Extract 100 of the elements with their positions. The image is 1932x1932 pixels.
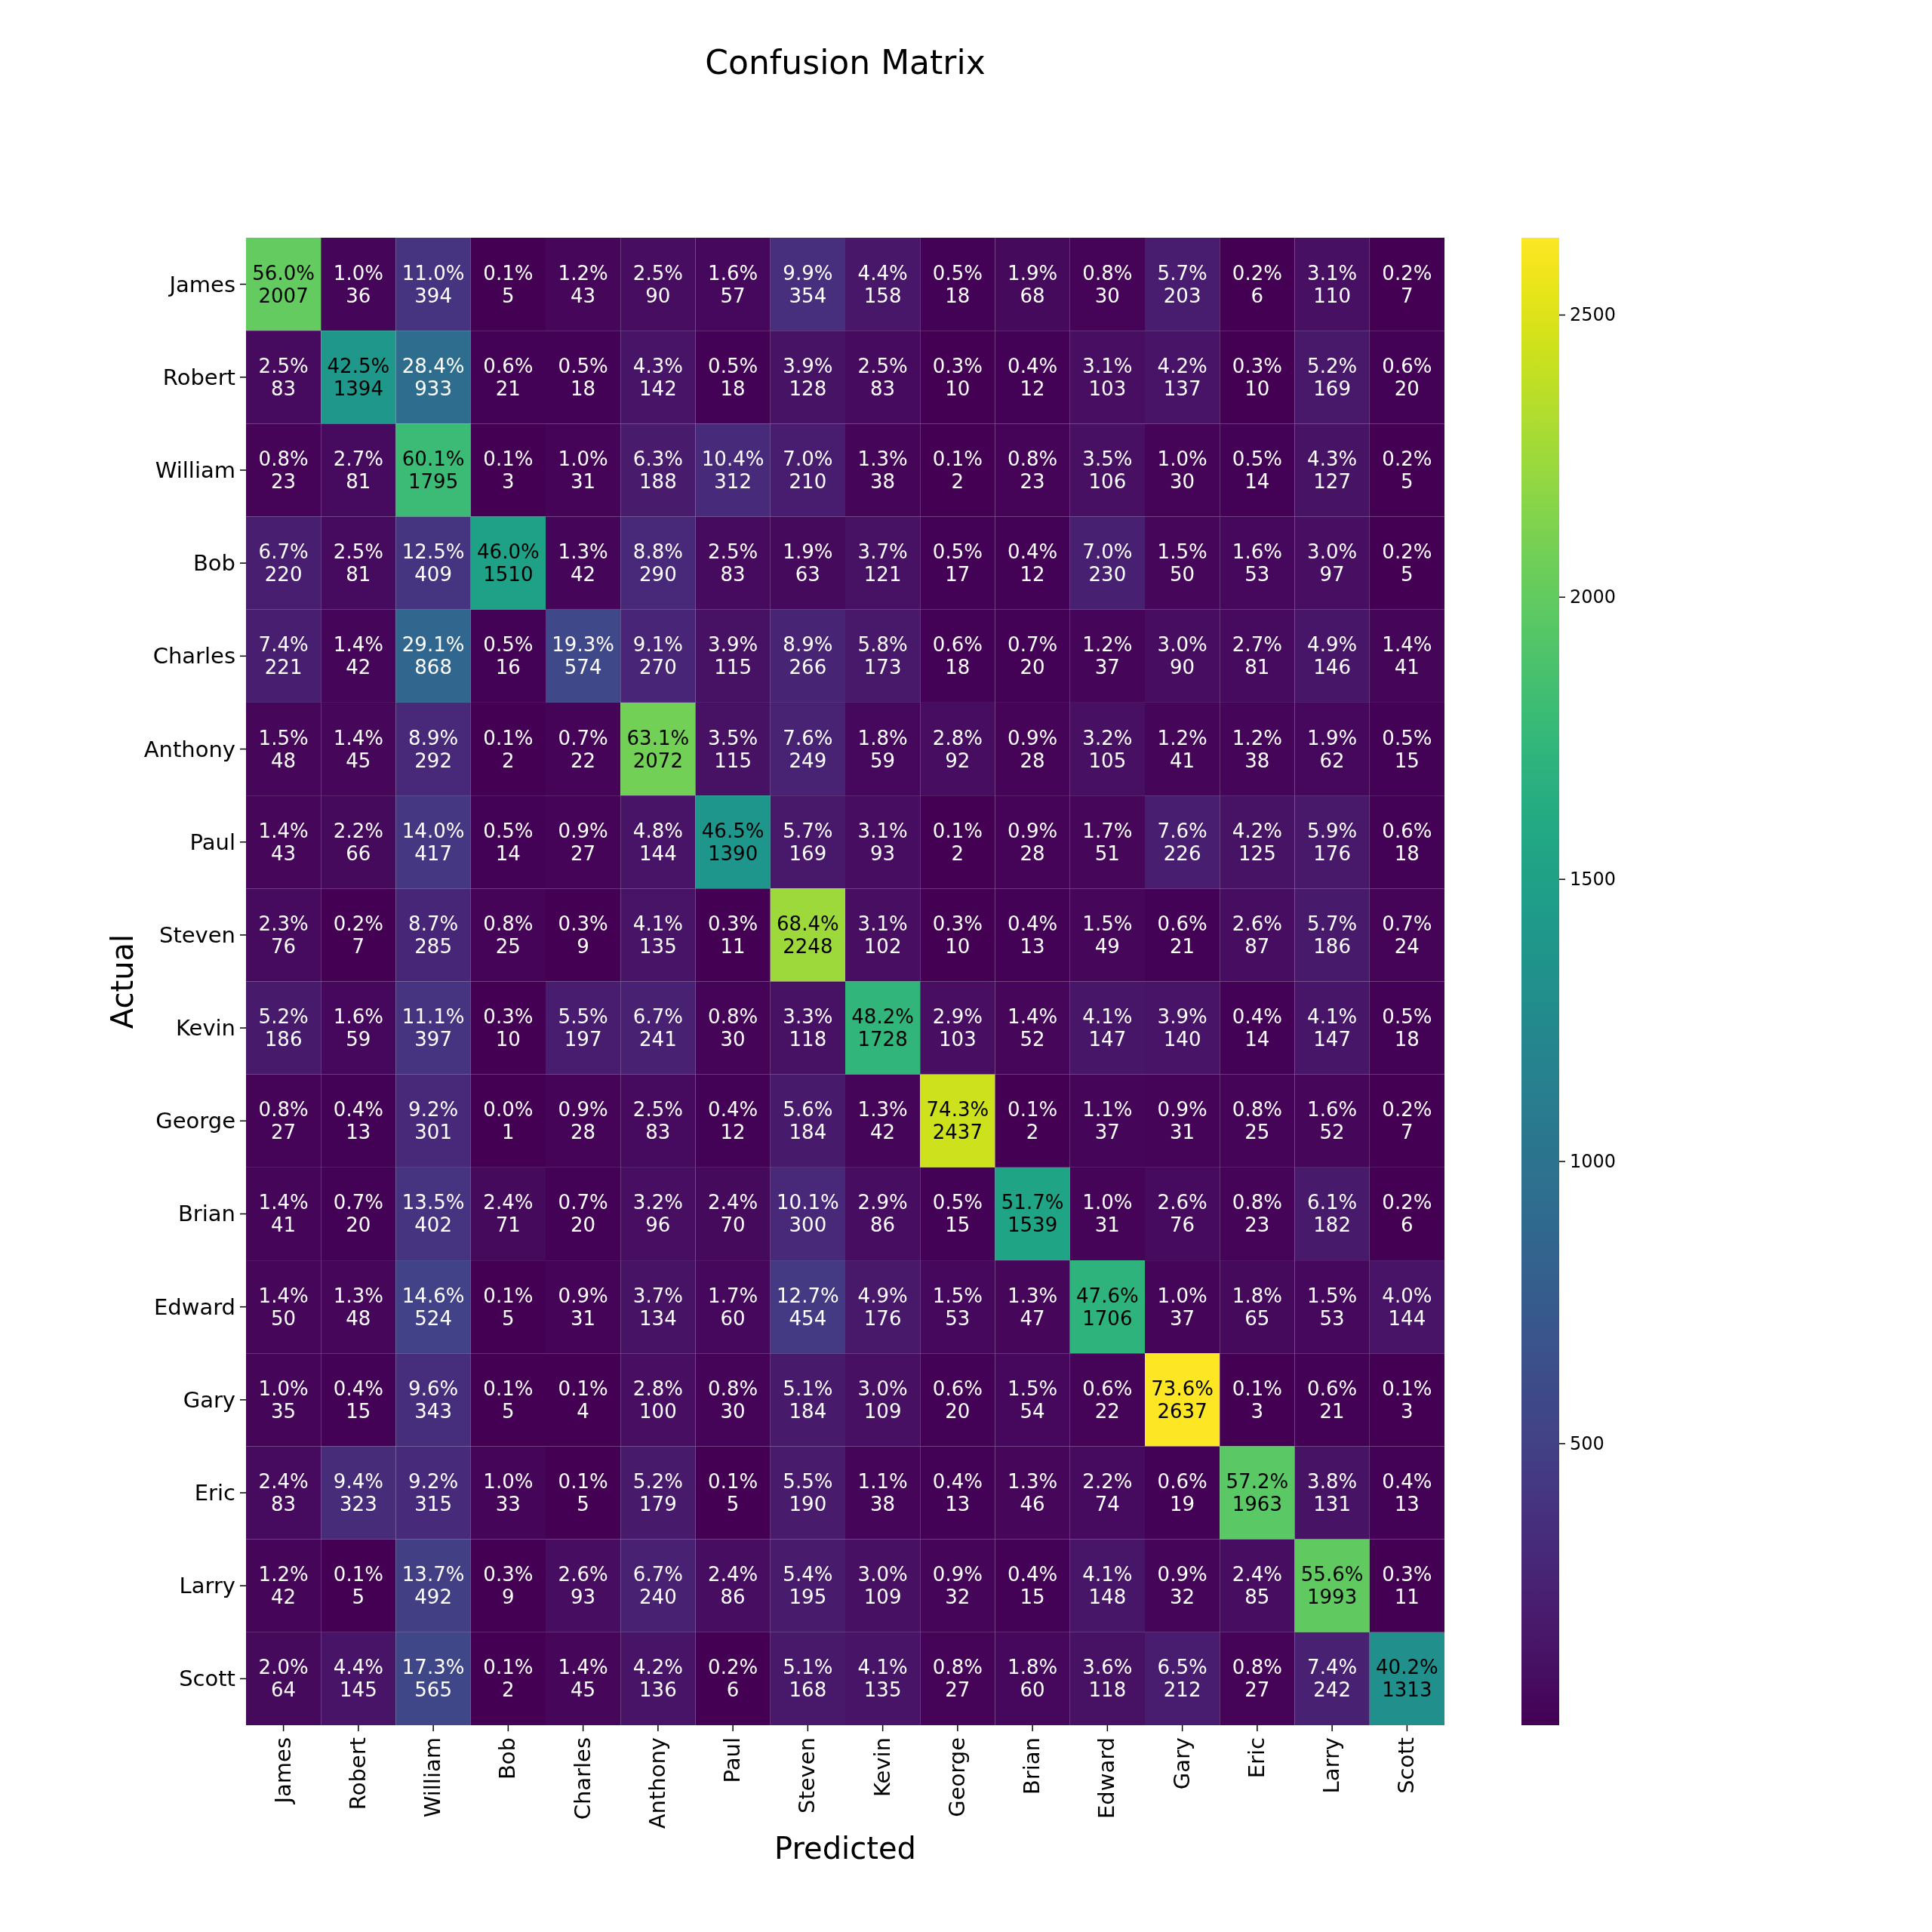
x-tick-label: William [420, 1737, 446, 1818]
data-label: 47.6% 1706 [1076, 1284, 1139, 1330]
data-label: 0.1% 4 [558, 1377, 608, 1423]
data-label: 2.0% 64 [258, 1656, 309, 1702]
data-label: 4.1% 148 [1082, 1563, 1133, 1609]
data-label: 0.5% 15 [1382, 726, 1432, 772]
data-label: 5.8% 173 [857, 633, 908, 679]
data-label: 0.5% 14 [1232, 447, 1282, 493]
data-label: 1.9% 68 [1008, 261, 1058, 307]
data-label: 5.5% 190 [783, 1470, 833, 1516]
color-bar-label: 2000 [1570, 586, 1617, 608]
y-tick-label: Anthony [143, 736, 235, 762]
data-label: 0.7% 20 [1008, 633, 1058, 679]
data-label: 14.6% 524 [401, 1284, 465, 1330]
data-label: 1.2% 37 [1082, 633, 1133, 679]
data-label: 2.4% 71 [483, 1191, 534, 1237]
data-label: 1.6% 57 [708, 261, 758, 307]
data-label: 0.4% 13 [333, 1098, 383, 1144]
data-label: 0.6% 18 [1382, 819, 1432, 865]
data-label: 1.4% 50 [258, 1284, 309, 1330]
data-label: 28.4% 933 [401, 354, 465, 400]
data-label: 7.4% 221 [258, 633, 309, 679]
data-label: 0.8% 25 [1232, 1098, 1282, 1144]
data-label: 14.0% 417 [401, 819, 465, 865]
data-label: 0.5% 18 [558, 354, 608, 400]
data-label: 3.3% 118 [783, 1005, 833, 1051]
data-label: 3.0% 109 [857, 1563, 908, 1609]
data-label: 8.9% 292 [408, 726, 459, 772]
data-label: 2.4% 83 [258, 1470, 309, 1516]
y-tick-label: George [155, 1108, 235, 1134]
data-label: 56.0% 2007 [252, 261, 315, 307]
data-label: 1.5% 50 [1157, 540, 1208, 586]
data-label: 1.4% 52 [1008, 1005, 1058, 1051]
data-label: 1.7% 51 [1082, 819, 1133, 865]
data-label: 1.2% 38 [1232, 726, 1282, 772]
data-label: 1.4% 45 [558, 1656, 608, 1702]
data-label: 0.1% 3 [1382, 1377, 1432, 1423]
data-label: 4.4% 145 [333, 1656, 383, 1702]
data-label: 2.7% 81 [333, 447, 383, 493]
data-label: 8.7% 285 [408, 912, 459, 958]
data-label: 0.6% 22 [1082, 1377, 1133, 1423]
y-tick-label: William [155, 457, 235, 483]
data-label: 3.5% 115 [708, 726, 758, 772]
data-label: 0.6% 20 [932, 1377, 983, 1423]
data-label: 1.0% 31 [1082, 1191, 1133, 1237]
data-label: 4.1% 147 [1082, 1005, 1133, 1051]
data-label: 0.5% 18 [932, 261, 983, 307]
data-label: 0.6% 21 [1307, 1377, 1358, 1423]
data-label: 7.6% 249 [783, 726, 833, 772]
data-label: 6.1% 182 [1307, 1191, 1358, 1237]
data-label: 0.5% 18 [708, 354, 758, 400]
data-label: 1.9% 63 [783, 540, 833, 586]
data-label: 1.1% 38 [857, 1470, 908, 1516]
data-label: 4.9% 176 [857, 1284, 908, 1330]
x-tick-label: Anthony [644, 1737, 670, 1829]
data-label: 3.0% 90 [1157, 633, 1208, 679]
data-label: 4.8% 144 [632, 819, 683, 865]
data-label: 0.4% 12 [708, 1098, 758, 1144]
data-label: 12.7% 454 [777, 1284, 839, 1330]
data-label: 1.3% 42 [857, 1098, 908, 1144]
data-label: 60.1% 1795 [401, 447, 465, 493]
data-label: 13.5% 402 [401, 1191, 465, 1237]
x-tick-label: George [943, 1737, 970, 1817]
data-label: 0.8% 23 [258, 447, 309, 493]
data-label: 4.0% 144 [1382, 1284, 1432, 1330]
data-label: 3.1% 93 [857, 819, 908, 865]
data-label: 73.6% 2637 [1151, 1377, 1214, 1423]
data-label: 2.2% 66 [333, 819, 383, 865]
data-label: 13.7% 492 [401, 1563, 465, 1609]
data-label: 17.3% 565 [401, 1656, 465, 1702]
data-label: 0.3% 9 [558, 912, 608, 958]
data-label: 11.1% 397 [401, 1005, 465, 1051]
data-label: 0.8% 23 [1232, 1191, 1282, 1237]
data-label: 0.4% 15 [333, 1377, 383, 1423]
data-label: 2.5% 83 [708, 540, 758, 586]
data-label: 0.8% 30 [708, 1005, 758, 1051]
data-label: 48.2% 1728 [851, 1005, 914, 1051]
data-label: 5.2% 186 [258, 1005, 309, 1051]
y-tick-label: Edward [153, 1294, 235, 1320]
data-label: 0.6% 19 [1157, 1470, 1208, 1516]
data-label: 1.5% 54 [1008, 1377, 1058, 1423]
data-label: 1.4% 43 [258, 819, 309, 865]
data-label: 5.2% 179 [632, 1470, 683, 1516]
data-label: 1.8% 65 [1232, 1284, 1282, 1330]
data-label: 2.9% 103 [932, 1005, 983, 1051]
data-label: 0.7% 24 [1382, 912, 1432, 958]
y-tick-label: Bob [192, 550, 235, 577]
data-label: 19.3% 574 [552, 633, 614, 679]
y-tick-label: Eric [194, 1480, 235, 1506]
data-label: 1.6% 53 [1232, 540, 1282, 586]
x-tick-label: Gary [1168, 1737, 1195, 1790]
data-label: 1.3% 42 [558, 540, 608, 586]
data-label: 0.9% 28 [1008, 726, 1058, 772]
data-label: 11.0% 394 [401, 261, 465, 307]
data-label: 0.3% 9 [483, 1563, 534, 1609]
y-tick-label: Paul [189, 829, 235, 855]
data-label: 2.8% 100 [632, 1377, 683, 1423]
data-label: 0.9% 27 [558, 819, 608, 865]
data-label: 1.3% 48 [333, 1284, 383, 1330]
data-label: 5.2% 169 [1307, 354, 1358, 400]
